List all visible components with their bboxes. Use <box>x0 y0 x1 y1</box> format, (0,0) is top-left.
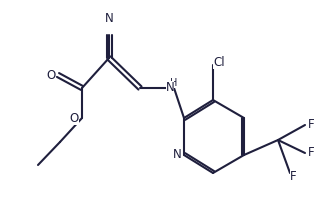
Text: Cl: Cl <box>213 55 225 69</box>
Text: N: N <box>166 81 174 93</box>
Text: O: O <box>69 111 79 124</box>
Text: H: H <box>170 78 178 88</box>
Text: O: O <box>46 69 56 81</box>
Text: N: N <box>105 12 113 24</box>
Text: F: F <box>308 119 314 131</box>
Text: F: F <box>290 169 296 183</box>
Text: N: N <box>173 149 181 161</box>
Text: F: F <box>308 146 314 160</box>
